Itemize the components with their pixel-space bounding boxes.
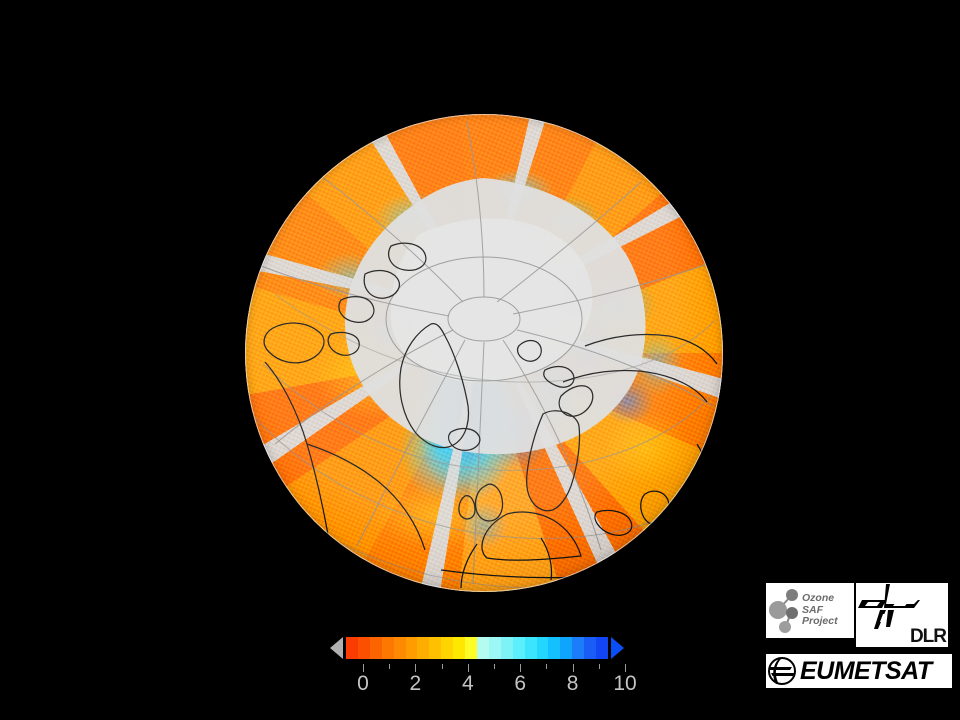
- colorbar-tick-7: [546, 664, 548, 669]
- colorbar-band-9: [453, 637, 466, 659]
- colorbar-band-6: [417, 637, 430, 659]
- colorbar-band-12: [488, 637, 501, 659]
- colorbar-label-8: 8: [566, 672, 579, 695]
- colorbar-label-2: 2: [409, 672, 422, 695]
- colorbar-tick-8: [572, 664, 574, 672]
- ozone-saf-line2: SAF: [802, 603, 823, 616]
- colorbar-band-1: [357, 637, 370, 659]
- colorbar-tick-labels: 0 2 4 6 8 10: [357, 672, 637, 700]
- colorbar-band-8: [441, 637, 454, 659]
- colorbar-band-4: [393, 637, 406, 659]
- colorbar-tick-10: [625, 664, 626, 672]
- eumetsat-globe-icon: [768, 657, 796, 685]
- colorbar-tick-2: [415, 664, 417, 672]
- colorbar: 0 2 4 6 8 10: [330, 634, 640, 704]
- colorbar-band-10: [465, 637, 477, 659]
- globe-container: [245, 114, 723, 592]
- colorbar-tick-4: [467, 664, 469, 672]
- colorbar-band-15: [524, 637, 537, 659]
- colorbar-band-19: [572, 637, 585, 659]
- colorbar-gradient: [345, 636, 609, 660]
- logo-row-top: Ozone SAF Project: [766, 583, 948, 647]
- colorbar-tick-0: [363, 664, 364, 672]
- ozone-saf-logo: Ozone SAF Project: [766, 583, 854, 638]
- pixel-texture-layer: [245, 114, 723, 592]
- colorbar-band-11: [476, 637, 489, 659]
- colorbar-label-4: 4: [461, 672, 474, 695]
- colorbar-band-3: [381, 637, 394, 659]
- logo-block: Ozone SAF Project: [766, 583, 952, 701]
- ozone-saf-wordmark: Ozone SAF Project: [802, 593, 838, 628]
- colorbar-under-arrow-icon: [330, 637, 343, 659]
- colorbar-band-17: [548, 637, 561, 659]
- colorbar-band-0: [346, 637, 358, 659]
- ozone-molecule-icon: [769, 588, 798, 633]
- eumetsat-wordmark: EUMETSAT: [800, 656, 932, 685]
- dlr-wordmark: DLR: [909, 626, 947, 647]
- colorbar-label-0: 0: [357, 672, 369, 695]
- colorbar-tick-3: [441, 664, 443, 669]
- colorbar-band-18: [560, 637, 573, 659]
- colorbar-band-14: [512, 637, 525, 659]
- colorbar-band-16: [536, 637, 549, 659]
- colorbar-tick-9: [598, 664, 600, 669]
- colorbar-label-10: 10: [613, 672, 637, 695]
- dlr-logo: DLR: [856, 583, 948, 647]
- ozone-saf-line1: Ozone: [802, 592, 835, 605]
- colorbar-band-7: [429, 637, 442, 659]
- eumetsat-logo: EUMETSAT: [766, 654, 952, 688]
- colorbar-tick-1: [389, 664, 391, 669]
- colorbar-ticks: [363, 664, 626, 672]
- orthographic-globe: [245, 114, 723, 592]
- colorbar-band-13: [500, 637, 513, 659]
- colorbar-label-6: 6: [514, 672, 527, 695]
- colorbar-tick-6: [520, 664, 522, 672]
- dlr-mark-icon: [858, 584, 920, 629]
- colorbar-band-20: [584, 637, 597, 659]
- colorbar-band-5: [405, 637, 418, 659]
- colorbar-band-2: [369, 637, 382, 659]
- ozone-saf-line3: Project: [802, 615, 838, 628]
- colorbar-row: [330, 634, 624, 662]
- colorbar-tick-5: [494, 664, 495, 669]
- colorbar-over-arrow-icon: [611, 637, 624, 659]
- colorbar-band-21: [596, 637, 608, 659]
